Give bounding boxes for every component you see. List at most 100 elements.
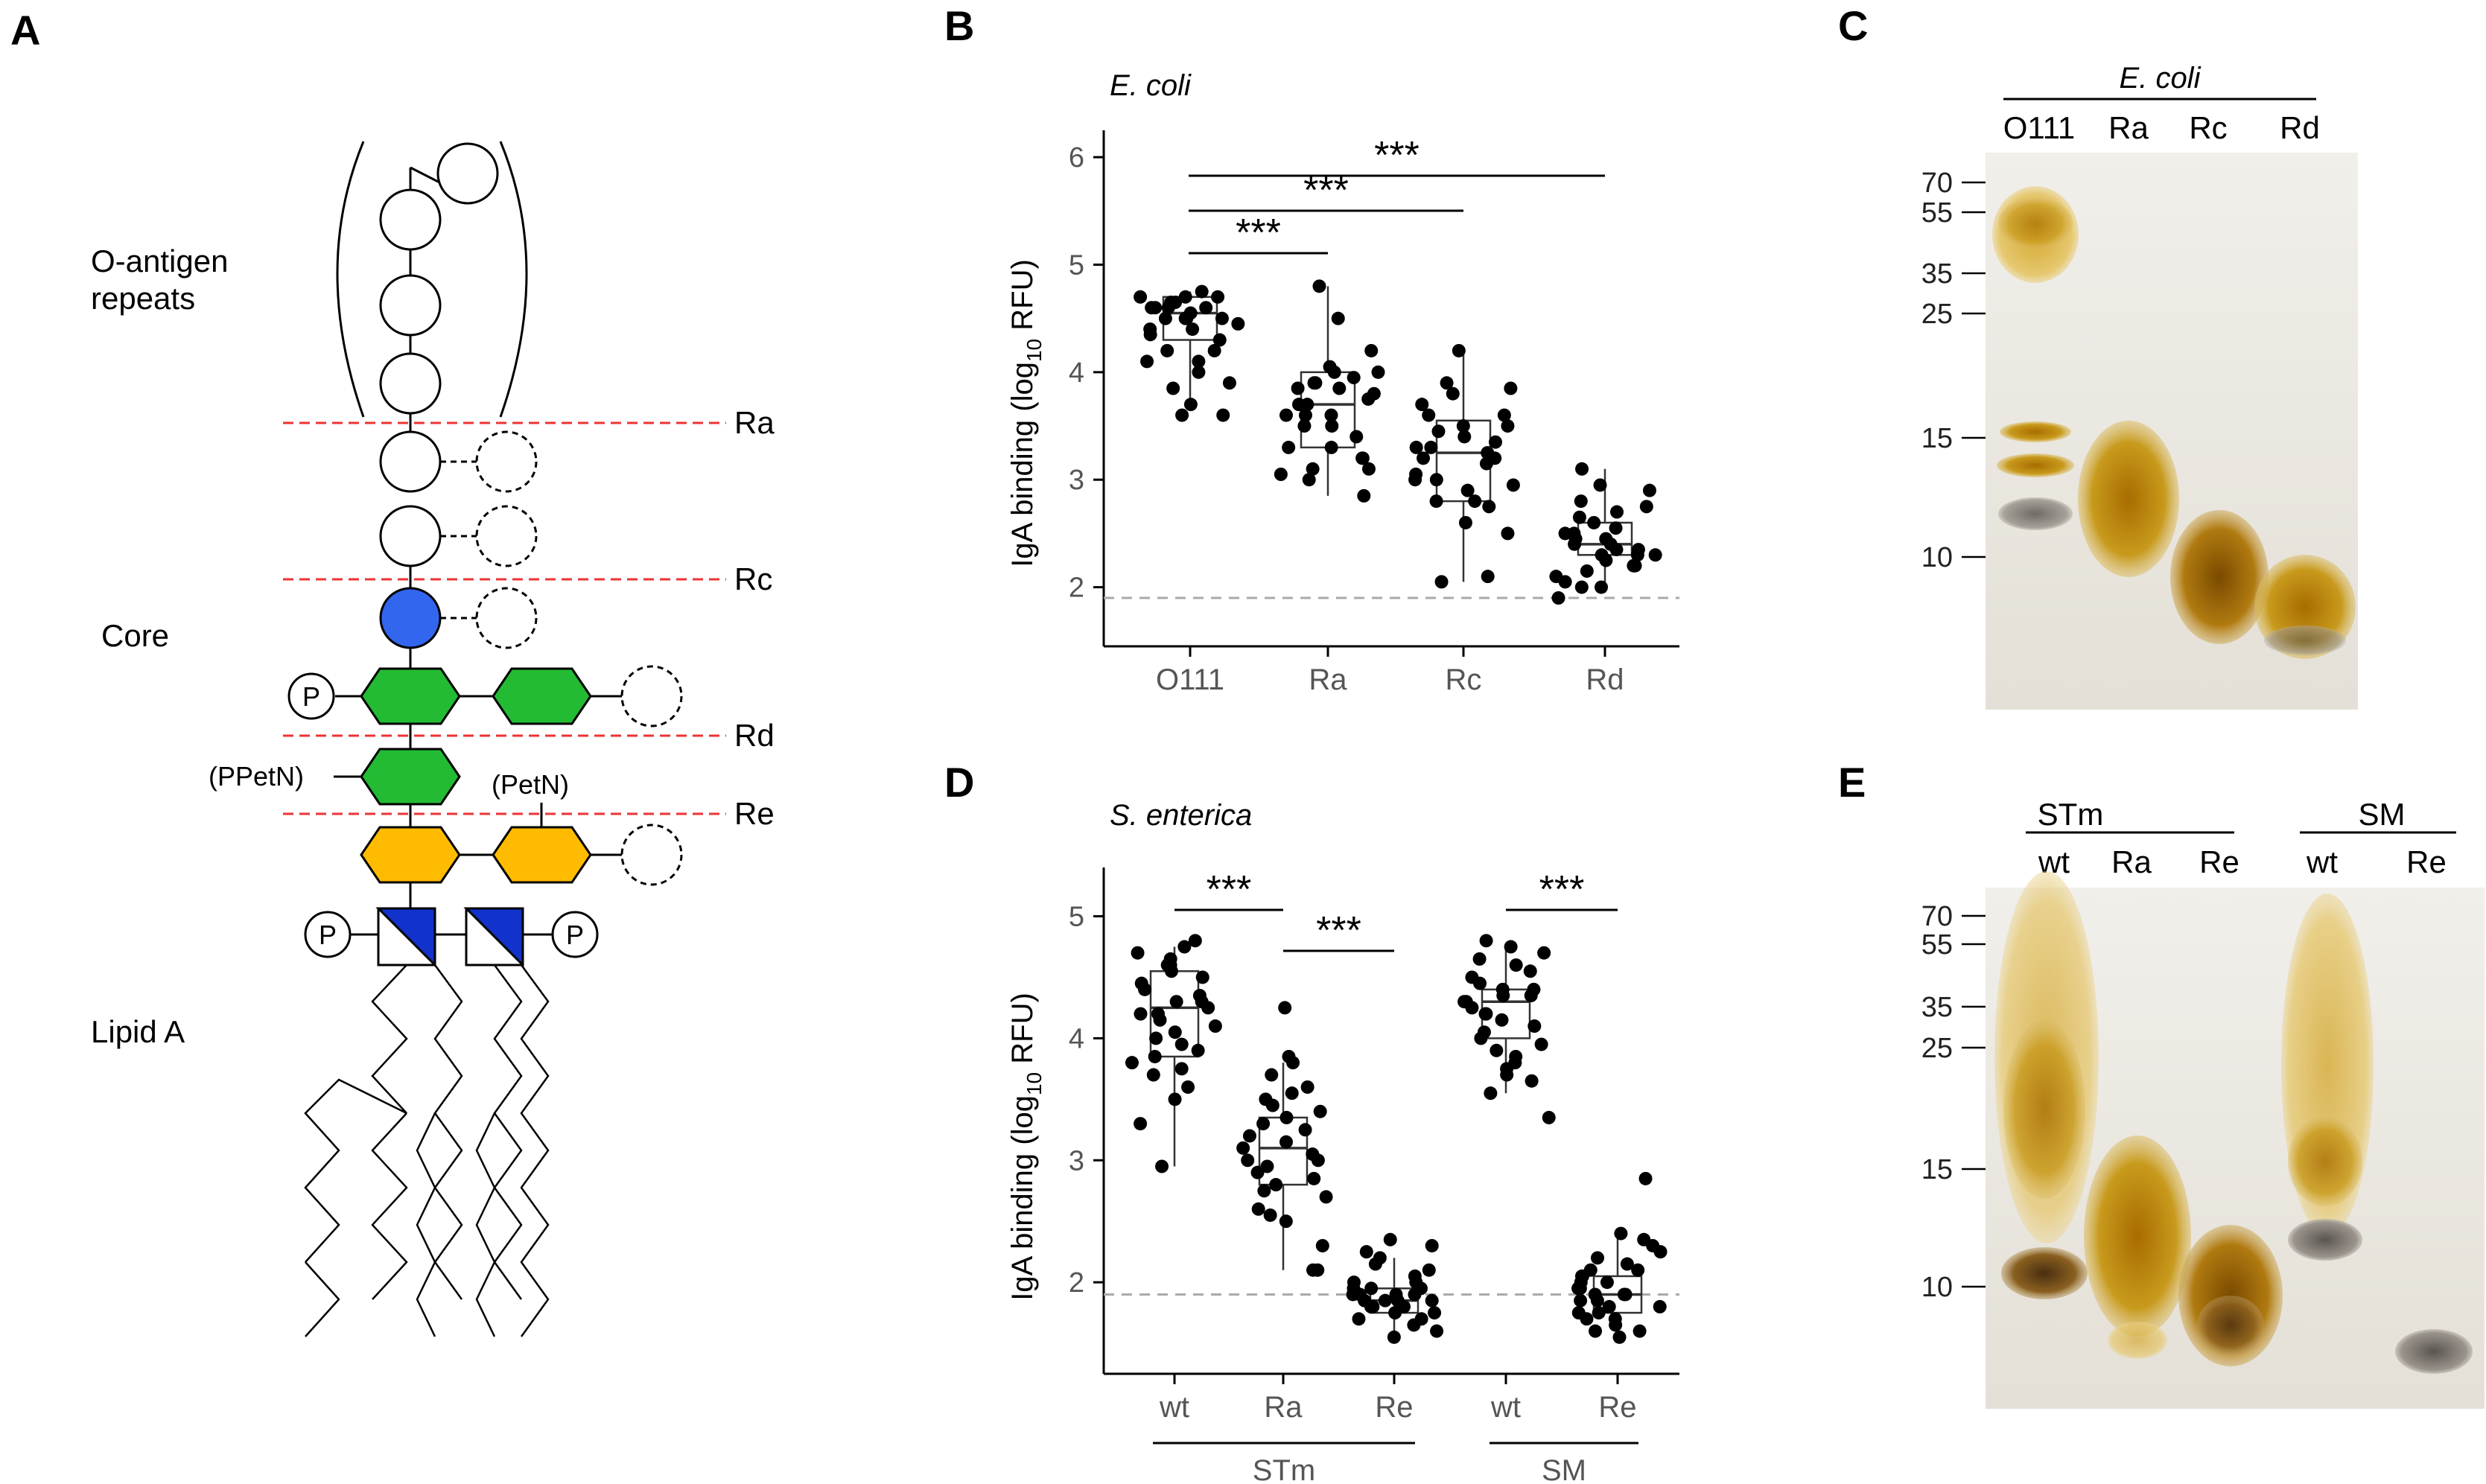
y-tick-label: 5: [1069, 902, 1084, 933]
data-point: [1169, 995, 1183, 1009]
data-point: [1291, 398, 1306, 412]
data-point: [1639, 500, 1653, 514]
gel-e: STm SM wt Ra Re wt Re 70: [1921, 797, 2485, 1409]
data-point: [1648, 548, 1662, 562]
gel-band: [1998, 497, 2073, 530]
y-tick-label: 2: [1069, 573, 1084, 604]
data-point: [1211, 290, 1225, 304]
data-point: [1387, 1330, 1401, 1344]
data-point: [1291, 381, 1305, 395]
gel-band: [1998, 197, 2073, 249]
data-point: [1588, 1287, 1602, 1302]
data-point: [1509, 1049, 1523, 1063]
data-point: [1446, 386, 1460, 401]
data-point: [1408, 1287, 1422, 1302]
gel-e-group-stm: STm: [2038, 797, 2104, 832]
data-point: [1472, 952, 1487, 966]
ylabel-tail: RFU): [1006, 259, 1039, 339]
mw-marker: 70: [1921, 901, 1953, 932]
data-point: [1460, 483, 1475, 497]
chart-d: S. enterica IgA binding (log10 RFU) 2 3 4 5…: [1006, 799, 1679, 1484]
data-point: [1637, 1232, 1651, 1246]
data-point: [1143, 322, 1157, 337]
data-point: [1125, 1056, 1139, 1070]
data-point: [1653, 1299, 1667, 1313]
data-point: [1215, 311, 1229, 325]
label-phosphate: P: [302, 681, 320, 712]
data-point: [1131, 946, 1145, 960]
data-point: [1286, 1056, 1300, 1070]
chart-b-title: E. coli: [1110, 69, 1192, 102]
optional-sugar: [620, 665, 683, 727]
data-point: [1422, 408, 1436, 422]
data-point: [1407, 1318, 1421, 1332]
data-point: [1352, 1287, 1367, 1302]
label-cut-rc: Rc: [734, 561, 772, 596]
label-lipid-a: Lipid A: [91, 1014, 185, 1049]
significance-label: ***: [1236, 211, 1281, 255]
lane-label: Rd: [2280, 110, 2320, 145]
ylabel-tail: RFU): [1006, 993, 1039, 1072]
data-point: [1415, 398, 1429, 412]
data-point: [1195, 970, 1209, 984]
data-point: [1409, 1276, 1423, 1290]
kdo-yellow: [492, 826, 592, 884]
glucosamine-fill: [463, 907, 524, 968]
core-sugar: [379, 430, 442, 493]
data-point: [1300, 1080, 1314, 1094]
heptose-green: [492, 667, 592, 725]
data-point: [1458, 515, 1472, 529]
data-point: [1457, 430, 1472, 444]
gel-e-markers: 70 55 35 25 15 10: [1921, 901, 1986, 1303]
data-point: [1612, 1330, 1627, 1344]
gel-c-markers: 70 55 35 25 15 10: [1921, 168, 1986, 573]
data-point: [1315, 1238, 1329, 1252]
y-tick-label: 4: [1069, 357, 1084, 389]
gel-e-group-sm: SM: [2359, 797, 2406, 832]
data-point: [1592, 1306, 1606, 1320]
data-point: [1361, 392, 1376, 406]
data-point: [1324, 440, 1338, 454]
data-point: [1366, 1299, 1380, 1313]
mw-marker: 10: [1921, 1272, 1953, 1303]
data-point: [1609, 521, 1623, 535]
lps-schematic: [283, 141, 726, 1337]
data-point: [1279, 1110, 1294, 1124]
data-point: [1500, 1062, 1514, 1076]
label-repeats: repeats: [91, 281, 195, 316]
data-point: [1313, 1104, 1327, 1118]
data-point: [1155, 1159, 1169, 1173]
lane-label: Ra: [2111, 844, 2152, 879]
data-point: [1378, 1293, 1392, 1308]
data-point: [1587, 515, 1601, 529]
label-phosphate: P: [566, 920, 584, 950]
data-point: [1260, 1159, 1274, 1173]
data-point: [1409, 468, 1423, 481]
data-point: [1151, 1007, 1166, 1021]
x-tick-label: wt: [1490, 1391, 1521, 1424]
y-tick-label: 3: [1069, 1145, 1084, 1176]
data-point: [1250, 1165, 1265, 1179]
data-point: [1595, 548, 1609, 562]
data-point: [1590, 1251, 1604, 1265]
gel-band: [2084, 1136, 2191, 1337]
data-point: [1192, 354, 1206, 369]
data-point: [1174, 1037, 1189, 1051]
gel-band: [2078, 421, 2179, 577]
data-point: [1617, 1287, 1631, 1302]
data-point: [1359, 1245, 1373, 1259]
phosphate-circle: [551, 911, 599, 958]
data-point: [1537, 946, 1551, 960]
lane-label: wt: [2306, 844, 2338, 879]
data-point: [1633, 1324, 1647, 1338]
data-point: [1134, 290, 1148, 304]
data-point: [1481, 446, 1495, 460]
data-point: [1409, 440, 1423, 454]
data-point: [1265, 1098, 1279, 1112]
data-point: [1504, 381, 1518, 395]
data-point: [1602, 1299, 1616, 1313]
data-point: [1309, 376, 1323, 390]
chart-d-ylabel: IgA binding (log10 RFU): [1006, 993, 1046, 1301]
data-point: [1357, 488, 1371, 503]
gel-c-group-label: E. coli: [2120, 62, 2202, 95]
